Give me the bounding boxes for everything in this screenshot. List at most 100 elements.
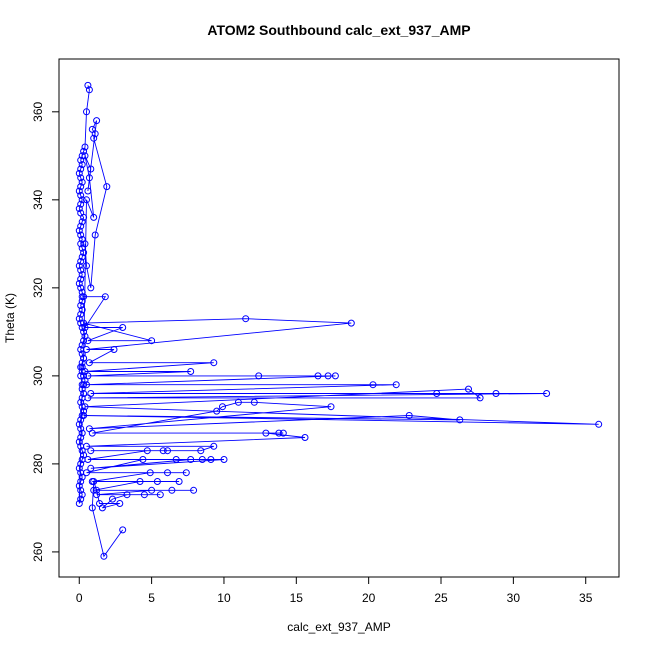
data-point xyxy=(78,152,86,160)
data-point xyxy=(90,478,98,485)
y-tick-label: 280 xyxy=(31,454,45,474)
x-tick-label: 35 xyxy=(579,591,593,605)
data-point xyxy=(78,297,86,305)
data-point xyxy=(90,213,98,221)
data-point xyxy=(433,390,441,397)
data-point xyxy=(77,257,85,265)
chart-title: ATOM2 Southbound calc_ext_937_AMP xyxy=(207,22,470,38)
data-point xyxy=(78,473,86,481)
x-tick-label: 5 xyxy=(148,591,155,605)
series-lines xyxy=(78,85,599,558)
y-tick-label: 360 xyxy=(31,101,45,121)
data-point xyxy=(465,385,472,393)
data-point xyxy=(301,434,309,441)
data-point xyxy=(187,456,195,463)
data-point xyxy=(83,381,90,389)
y-tick-label: 320 xyxy=(31,278,45,298)
data-point xyxy=(136,478,144,485)
data-point xyxy=(80,319,88,327)
data-point xyxy=(81,240,89,248)
data-point xyxy=(75,169,83,177)
data-point xyxy=(116,500,124,507)
data-point xyxy=(77,275,85,283)
data-point xyxy=(78,253,86,261)
data-point xyxy=(207,456,215,463)
data-point xyxy=(77,222,85,230)
data-point xyxy=(78,447,86,455)
data-point xyxy=(164,447,171,455)
data-point xyxy=(75,280,83,287)
x-axis: 0 5 10 15 20 25 30 35 xyxy=(76,576,593,605)
x-tick-label: 25 xyxy=(434,591,448,605)
data-point xyxy=(77,174,85,182)
data-point xyxy=(88,429,96,437)
data-point xyxy=(81,152,89,160)
data-point xyxy=(78,491,86,499)
data-point xyxy=(476,394,484,402)
data-point xyxy=(78,429,86,437)
data-point xyxy=(78,288,86,296)
data-point xyxy=(84,456,92,463)
data-point xyxy=(75,205,83,213)
data-point xyxy=(210,359,218,367)
data-point xyxy=(148,337,156,345)
data-point xyxy=(242,315,250,323)
data-point xyxy=(146,469,154,477)
data-point xyxy=(84,337,92,345)
data-point xyxy=(75,315,83,323)
data-point xyxy=(83,262,90,270)
data-point xyxy=(78,341,86,349)
data-point xyxy=(190,486,198,494)
x-tick-label: 30 xyxy=(507,591,521,605)
data-point xyxy=(77,486,85,494)
data-point xyxy=(80,354,88,362)
data-point xyxy=(88,504,96,512)
data-point xyxy=(279,429,287,437)
data-point xyxy=(78,196,86,204)
data-point xyxy=(75,464,83,472)
data-point xyxy=(324,372,332,380)
data-point xyxy=(80,407,88,415)
data-point xyxy=(219,403,226,411)
data-point xyxy=(405,412,413,419)
data-point xyxy=(83,442,90,450)
data-point xyxy=(75,420,83,428)
data-point xyxy=(81,403,89,411)
x-axis-label: calc_ext_937_AMP xyxy=(287,620,390,634)
data-point xyxy=(81,143,89,151)
data-point xyxy=(77,200,85,208)
data-point xyxy=(77,495,85,503)
data-point xyxy=(78,218,86,226)
data-point xyxy=(75,482,83,490)
data-point xyxy=(78,385,86,393)
data-point xyxy=(156,491,164,499)
series-line-1 xyxy=(82,296,599,558)
data-point xyxy=(87,165,95,173)
data-point xyxy=(80,249,88,257)
data-point xyxy=(77,398,85,406)
data-point xyxy=(87,284,95,292)
data-point xyxy=(84,372,92,380)
y-axis: 260 280 300 320 340 360 xyxy=(31,101,60,562)
y-axis-label: Theta (K) xyxy=(3,293,17,343)
data-point xyxy=(78,306,86,314)
data-point xyxy=(77,191,85,199)
data-point xyxy=(78,350,86,358)
data-point xyxy=(172,456,180,463)
data-point xyxy=(91,231,99,239)
series-points xyxy=(75,81,603,560)
data-point xyxy=(220,456,228,463)
data-point xyxy=(87,464,95,472)
data-point xyxy=(78,403,86,411)
data-point xyxy=(80,390,88,397)
data-point xyxy=(78,359,86,367)
data-point xyxy=(77,284,85,292)
data-point xyxy=(250,398,258,406)
x-tick-label: 10 xyxy=(217,591,231,605)
data-point xyxy=(80,451,88,459)
data-point xyxy=(77,266,85,274)
data-point xyxy=(75,500,83,507)
data-point xyxy=(314,372,322,380)
data-point xyxy=(84,81,92,89)
